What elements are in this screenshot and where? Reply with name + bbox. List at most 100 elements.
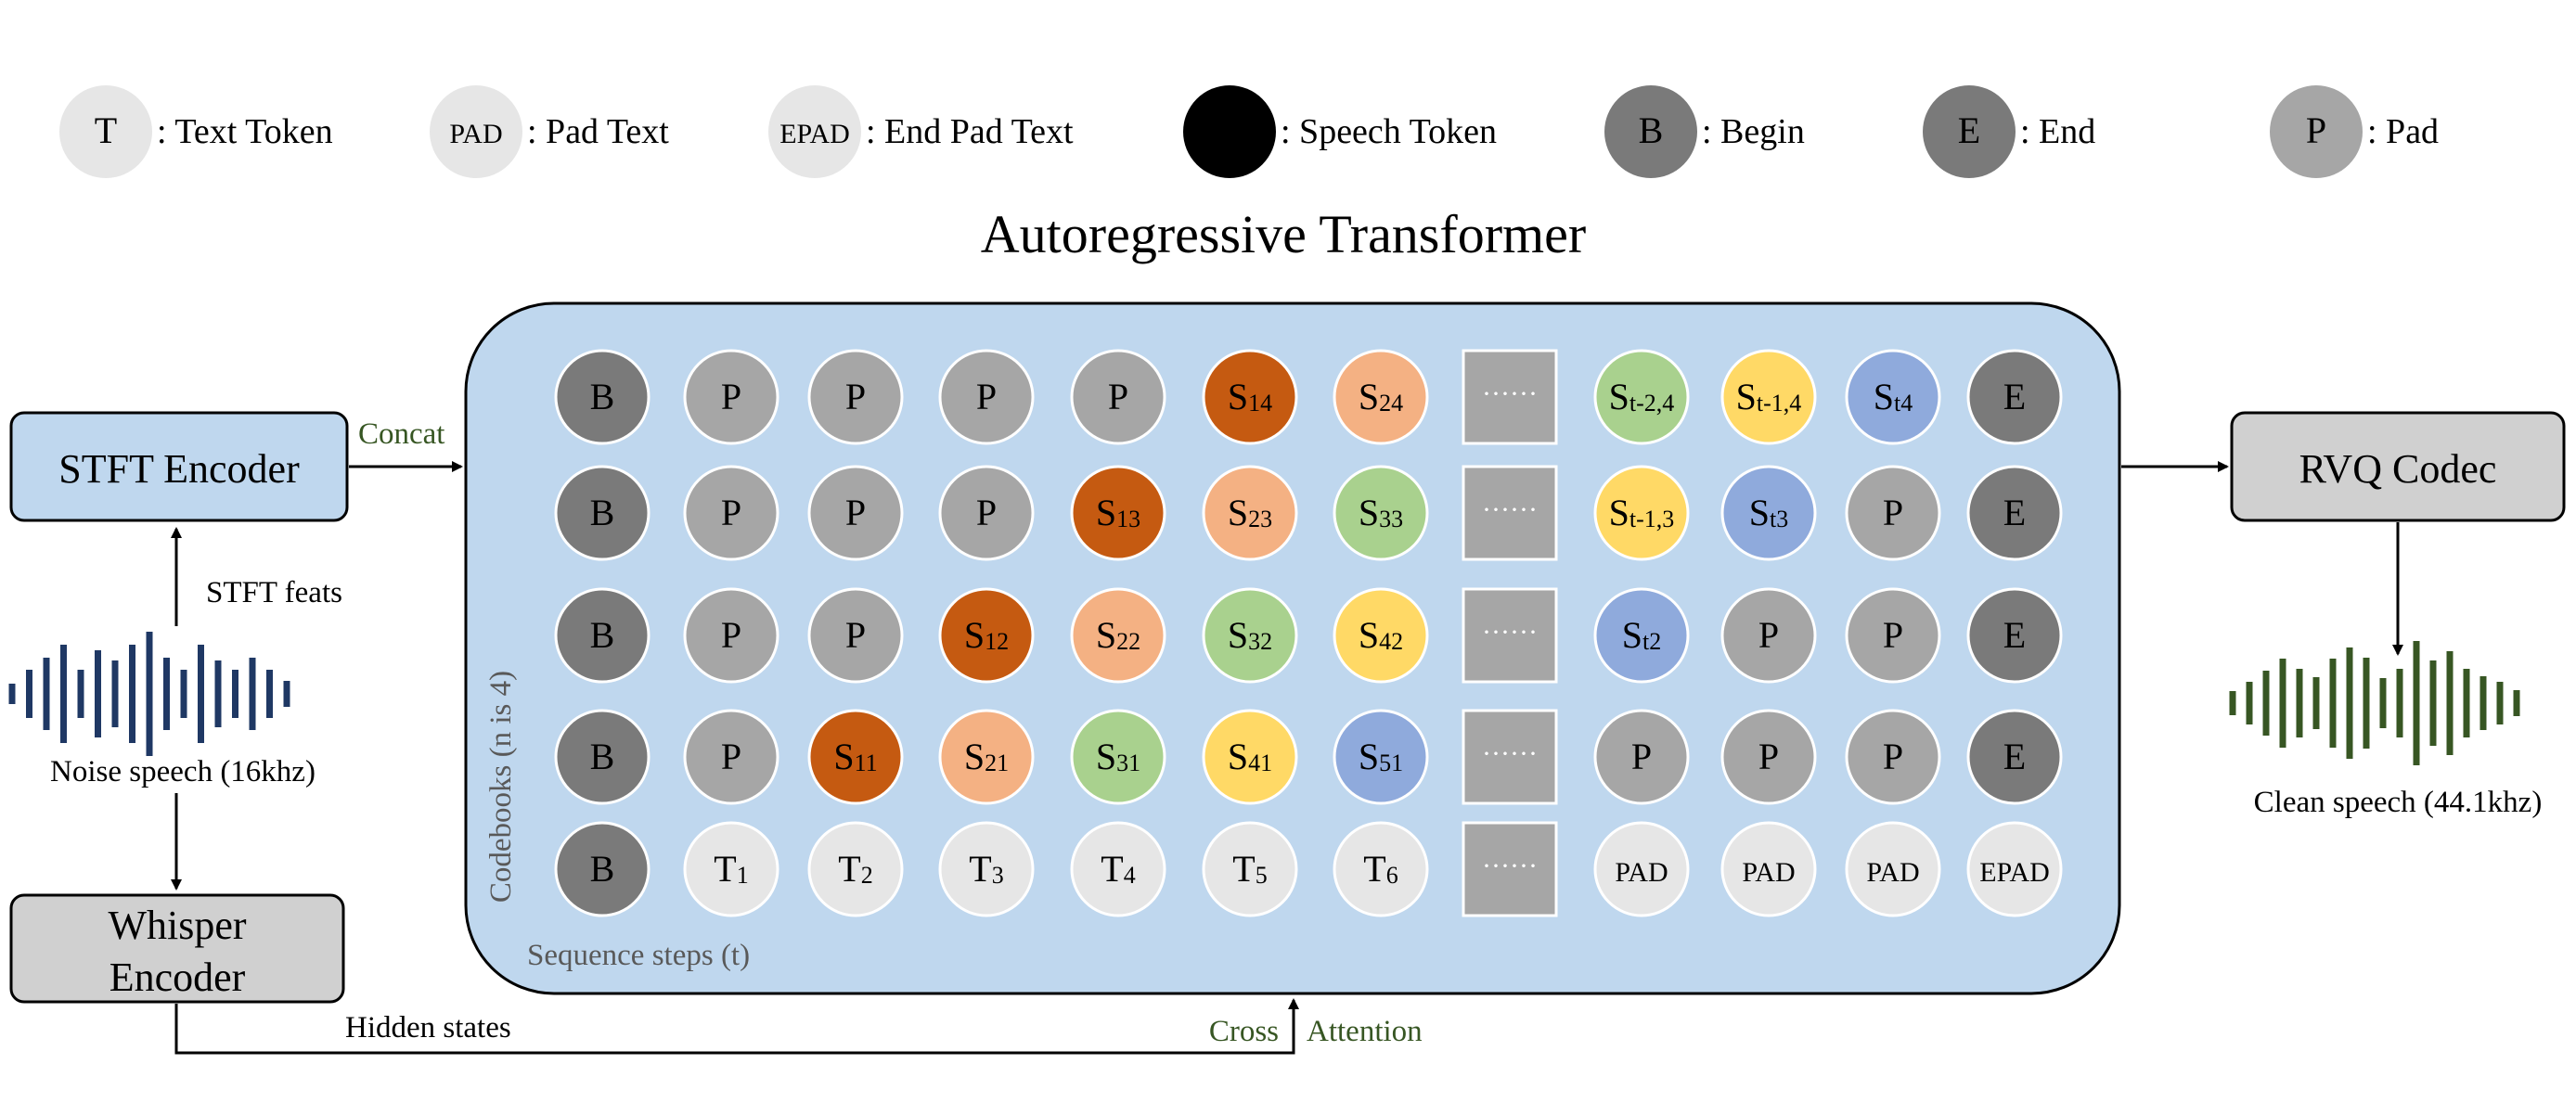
token-label: B <box>590 376 615 417</box>
token-cell-r5-c5: T4 <box>1070 821 1166 917</box>
token-letter: EPAD <box>1979 857 2050 888</box>
whisper-encoder-label-line2: Encoder <box>109 955 246 1000</box>
legend-item-text-1: PAD: Pad Text <box>430 85 669 178</box>
token-pad-circle <box>1593 709 1690 805</box>
token-cell-r2-c1: B <box>554 465 650 561</box>
hidden-states-label: Hidden states <box>345 1011 511 1045</box>
token-subscript: 23 <box>1248 506 1272 532</box>
token-cell-r5-c10: PAD <box>1720 821 1817 917</box>
token-letter: P <box>721 492 741 533</box>
clean-speech-waveform <box>2229 641 2520 765</box>
token-cell-r1-c3: P <box>807 349 904 445</box>
token-letter: P <box>1883 736 1903 777</box>
token-s2-circle <box>1333 349 1429 445</box>
token-cell-r5-c9: PAD <box>1593 821 1690 917</box>
token-cell-r3-c7: S42 <box>1333 587 1429 684</box>
token-label: S12 <box>964 614 1009 656</box>
diagram-title: Autoregressive Transformer <box>981 204 1586 264</box>
token-subscript: 11 <box>855 750 878 776</box>
token-cell-r1-c8: ······ <box>1462 349 1558 445</box>
token-label: E <box>2003 736 2026 777</box>
token-s1-circle <box>938 587 1035 684</box>
token-label: E <box>2003 376 2026 417</box>
token-grid: B P P P P S14 S24 ······ St-2,4 St-1,4 St4 EB P P P S13… <box>554 349 2063 917</box>
token-s5-circle <box>1593 587 1690 684</box>
token-pad-circle <box>807 349 904 445</box>
legend-symbol: PAD <box>449 119 502 149</box>
token-cell-r4-c1: B <box>554 709 650 805</box>
token-text-circle <box>807 821 904 917</box>
token-subscript: 24 <box>1379 390 1403 417</box>
token-label: S41 <box>1228 736 1272 777</box>
rvq-codec-label: RVQ Codec <box>2299 446 2497 492</box>
token-label: St4 <box>1874 376 1913 417</box>
token-s2-circle <box>938 709 1035 805</box>
token-subscript: 13 <box>1116 506 1140 532</box>
token-cell-r2-c10: St3 <box>1720 465 1817 561</box>
token-label: P <box>1758 614 1779 656</box>
ellipsis-box <box>1462 349 1558 445</box>
token-cell-r5-c11: PAD <box>1845 821 1941 917</box>
token-cell-r5-c1: B <box>554 821 650 917</box>
token-subscript: 4 <box>1124 862 1136 889</box>
token-letter: S <box>1609 376 1629 417</box>
ellipsis-dots: ······ <box>1482 494 1538 525</box>
token-letter: T <box>1363 848 1385 890</box>
token-s4-circle <box>1333 587 1429 684</box>
token-label: S51 <box>1359 736 1403 777</box>
token-cell-r1-c1: B <box>554 349 650 445</box>
token-letter: B <box>590 848 615 890</box>
token-end-circle <box>1966 465 2063 561</box>
token-letter: S <box>1096 614 1116 656</box>
token-cell-r3-c2: P <box>683 587 779 684</box>
token-label: St-2,4 <box>1609 376 1675 417</box>
token-letter: P <box>1108 376 1128 417</box>
legend-label: : Text Token <box>157 112 333 151</box>
token-end-circle <box>1966 349 2063 445</box>
legend-item-end-5: E: End <box>1923 85 2095 178</box>
token-pad-circle <box>938 349 1035 445</box>
token-pad-circle <box>807 587 904 684</box>
token-end-circle <box>1966 587 2063 684</box>
token-label: P <box>1108 376 1128 417</box>
legend-symbol: EPAD <box>779 119 850 149</box>
token-label: PAD <box>1615 857 1668 888</box>
legend-speech-circle <box>1183 85 1276 178</box>
token-pad-circle <box>1845 465 1941 561</box>
token-letter: E <box>2003 614 2026 656</box>
token-cell-r2-c9: St-1,3 <box>1593 465 1690 561</box>
token-letter: S <box>1228 614 1248 656</box>
token-label: S21 <box>964 736 1009 777</box>
token-cell-r4-c2: P <box>683 709 779 805</box>
token-cell-r4-c5: S31 <box>1070 709 1166 805</box>
whisper-encoder-label-line1: Whisper <box>108 903 246 948</box>
token-label: S33 <box>1359 492 1403 533</box>
token-text-circle <box>1845 821 1941 917</box>
token-subscript: 2 <box>861 862 873 889</box>
token-cell-r1-c2: P <box>683 349 779 445</box>
token-cell-r2-c5: S13 <box>1070 465 1166 561</box>
ellipsis-dots: ······ <box>1482 378 1538 409</box>
token-s5-circle <box>1333 709 1429 805</box>
token-letter: P <box>721 376 741 417</box>
token-subscript: 1 <box>737 862 749 889</box>
token-label: P <box>845 376 866 417</box>
token-label: P <box>1883 492 1903 533</box>
token-begin-circle <box>554 465 650 561</box>
token-pad-circle <box>683 709 779 805</box>
token-subscript: 42 <box>1379 628 1403 655</box>
token-letter: P <box>1631 736 1652 777</box>
token-label: B <box>590 736 615 777</box>
token-letter: P <box>976 376 997 417</box>
noise-speech-label: Noise speech (16khz) <box>50 755 316 788</box>
token-cell-r3-c4: S12 <box>938 587 1035 684</box>
token-label: P <box>721 376 741 417</box>
hidden-states-path <box>174 998 1299 1055</box>
token-pad-circle <box>683 349 779 445</box>
token-cell-r5-c7: T6 <box>1333 821 1429 917</box>
token-label: S22 <box>1096 614 1140 656</box>
legend-text-circle <box>430 85 522 178</box>
token-label: P <box>721 614 741 656</box>
token-letter: S <box>964 614 985 656</box>
